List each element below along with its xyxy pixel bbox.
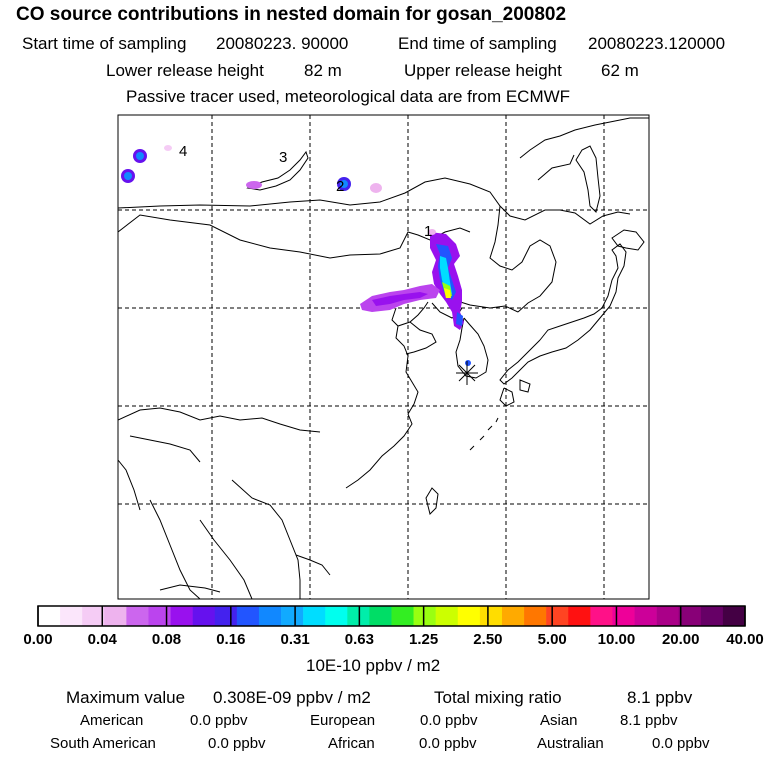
region-european-name: European [310,712,376,729]
colorbar-tick-label: 40.00 [726,631,764,648]
colorbar-tick-label: 0.00 [23,631,53,648]
site-label-2: 2 [336,178,344,195]
colorbar-swatch [281,606,304,626]
colorbar-swatch [656,606,680,626]
colorbar-swatch [413,606,436,626]
colorbar-swatch [568,606,591,626]
region-african-value: 0.0 ppbv [419,735,477,752]
colorbar-tick-label: 0.08 [151,631,182,648]
colorbar-tick-label: 5.00 [537,631,567,648]
colorbar-swatch [501,606,525,626]
plume-region-2 [337,177,382,193]
total-mixing-value: 8.1 ppbv [627,688,693,707]
colorbar-swatch [325,606,348,626]
lower-height-label: Lower release height [106,61,264,80]
colorbar-tick-label: 0.04 [87,631,117,648]
figure-title: CO source contributions in nested domain… [16,4,567,25]
max-value-label: Maximum value [66,688,186,707]
colorbar-swatch [479,606,503,626]
colorbar-swatch [391,606,414,626]
region-australian-name: Australian [537,735,604,752]
colorbar-swatch [258,606,282,626]
site-label-3: 3 [279,149,287,166]
region-asian-value: 8.1 ppbv [620,712,678,729]
region-african-name: African [328,735,375,752]
colorbar-swatch [457,606,481,626]
colorbar-swatch [126,606,149,626]
colorbar-swatch [546,606,569,626]
colorbar-swatch [369,606,392,626]
colorbar-swatch [214,606,238,626]
colorbar-swatch [303,606,326,626]
colorbar-tick-label: 2.50 [473,631,503,648]
start-time-value: 20080223. 90000 [216,34,349,53]
colorbar-swatch [192,606,216,626]
colorbar-tick-label: 10.00 [597,631,636,648]
map-frame [117,114,650,600]
region-south-american-value: 0.0 ppbv [208,735,266,752]
colorbar-swatch [678,606,702,626]
colorbar-tick-label: 20.00 [661,631,700,648]
colorbar-tick-label: 1.25 [409,631,439,648]
colorbar-swatch [634,606,657,626]
site-label-1: 1 [424,223,432,240]
colorbar-swatch [236,606,260,626]
colorbar-swatch [148,606,171,626]
colorbar-swatch [60,606,83,626]
colorbar-tick-label: 0.16 [216,631,246,648]
total-mixing-label: Total mixing ratio [434,688,562,707]
colorbar-frame [37,605,746,627]
plume-region-3 [246,181,262,189]
colorbar-swatch [590,606,613,626]
colorbar-swatch [700,606,724,626]
colorbar-swatch [104,606,127,626]
lower-height-value: 82 m [304,61,342,80]
colorbar-swatch [722,606,746,626]
colorbar-tick-label: 0.63 [344,631,374,648]
colorbar-swatch [170,606,193,626]
source-contribution-map: 1 2 3 4 [117,114,650,600]
colorbar-swatch [612,606,635,626]
site-label-4: 4 [179,143,187,160]
colorbar-unit: 10E-10 ppbv / m2 [306,656,441,675]
plume-region-4 [121,145,172,183]
upper-height-value: 62 m [601,61,639,80]
colorbar [37,605,746,627]
upper-height-label: Upper release height [404,61,562,80]
region-asian-name: Asian [540,712,578,729]
colorbar-swatch [38,606,61,626]
region-south-american-name: South American [50,735,156,752]
colorbar-swatch [82,606,105,626]
colorbar-tick-label: 0.31 [280,631,310,648]
max-value: 0.308E-09 ppbv / m2 [213,688,371,707]
region-american-value: 0.0 ppbv [190,712,248,729]
end-time-label: End time of sampling [398,34,557,53]
coastlines-and-borders [118,117,649,599]
gosan-receptor-marker [456,361,478,385]
tracer-note: Passive tracer used, meteorological data… [126,87,571,106]
colorbar-swatch [435,606,459,626]
region-american-name: American [80,712,144,729]
start-time-label: Start time of sampling [22,34,187,53]
region-european-value: 0.0 ppbv [420,712,478,729]
colorbar-swatch [524,606,547,626]
end-time-value: 20080223.120000 [588,34,726,53]
region-australian-value: 0.0 ppbv [652,735,710,752]
colorbar-swatch [347,606,370,626]
